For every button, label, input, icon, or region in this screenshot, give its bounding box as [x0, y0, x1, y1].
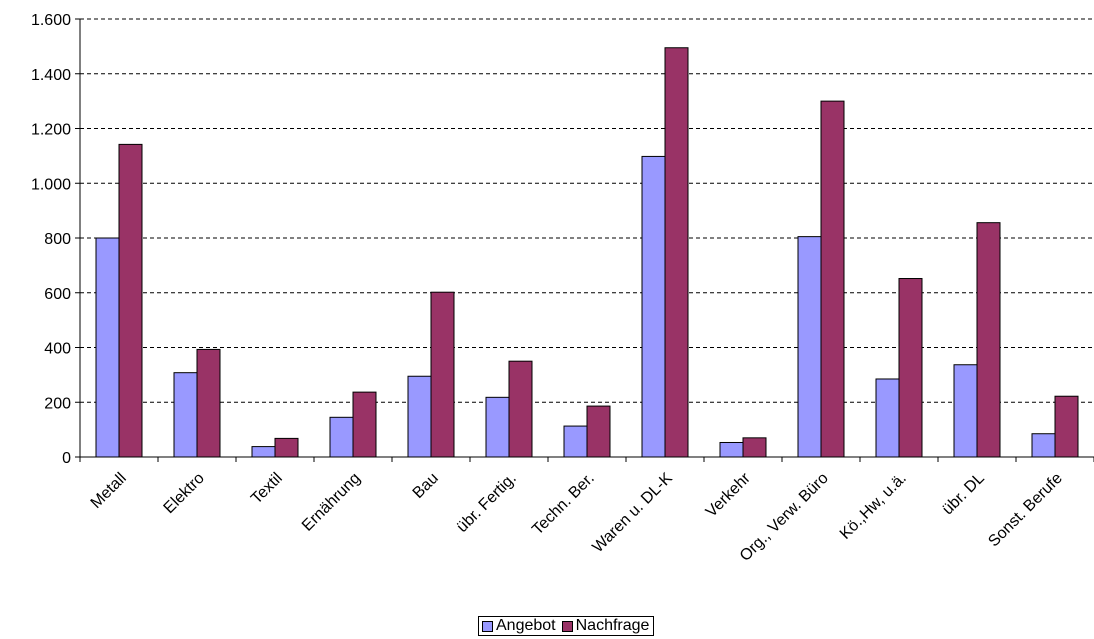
y-tick-label: 1.000	[31, 176, 71, 193]
bar-nachfrage	[742, 437, 767, 458]
bar-angebot	[173, 372, 198, 458]
y-tick-label: 1.600	[31, 12, 71, 29]
bar-nachfrage	[352, 391, 377, 458]
bar-nachfrage	[1054, 395, 1079, 458]
x-tick-label: Bau	[410, 470, 442, 502]
x-tick-label: übr. DL	[939, 470, 988, 519]
y-tick-label: 800	[44, 231, 71, 248]
bar-nachfrage	[430, 291, 455, 458]
bar-angebot	[719, 441, 744, 458]
bar-nachfrage	[118, 143, 143, 458]
x-tick-label: Waren u. DL-K	[589, 470, 676, 557]
bar-nachfrage	[274, 437, 299, 458]
y-tick-label: 1.200	[31, 122, 71, 139]
bar-angebot	[251, 446, 276, 458]
legend: Angebot Nachfrage	[478, 616, 655, 636]
bar-nachfrage	[196, 348, 221, 458]
y-tick-label: 1.400	[31, 67, 71, 84]
x-tick-label: Elektro	[161, 470, 208, 517]
bar-angebot	[953, 364, 978, 458]
y-tick-label: 600	[44, 286, 71, 303]
x-tick-label: Metall	[88, 470, 130, 512]
bar-angebot	[407, 375, 432, 458]
bar-angebot	[875, 378, 900, 458]
y-tick-labels: 0 200 400 600 800 1.000 1.200 1.400 1.600	[31, 12, 80, 467]
bar-nachfrage	[820, 100, 845, 458]
x-tick-label: Kö.,Hw, u.ä.	[837, 470, 910, 543]
bar-angebot	[641, 155, 666, 458]
legend-label-angebot: Angebot	[496, 617, 556, 634]
y-tick-label: 200	[44, 395, 71, 412]
bar-angebot	[797, 236, 822, 458]
legend-swatch-nachfrage	[561, 620, 573, 632]
bar-chart: 0 200 400 600 800 1.000 1.200 1.400 1.600 Metall…	[31, 12, 1094, 565]
x-tick-labels: Metall Elektro Textil Ernährung Bau übr. Fert…	[79, 457, 1094, 565]
legend-item-angebot: Angebot	[482, 617, 556, 635]
bar-nachfrage	[508, 360, 533, 458]
x-tick-label: Sonst. Berufe	[985, 470, 1066, 551]
x-tick-label: übr. Fertig.	[454, 470, 520, 536]
bar-angebot	[329, 416, 354, 458]
bar-angebot	[563, 425, 588, 458]
bar-nachfrage	[664, 47, 689, 458]
bar-nachfrage	[976, 222, 1001, 458]
bar-angebot	[95, 237, 120, 458]
bar-nachfrage	[586, 405, 611, 458]
x-tick-label: Textil	[248, 470, 286, 508]
bar-nachfrage	[898, 278, 923, 458]
x-tick-label: Techn. Ber.	[529, 470, 598, 539]
x-tick-label: Verkehr	[703, 469, 754, 520]
gridlines	[80, 18, 1094, 403]
y-tick-label: 0	[62, 450, 71, 467]
legend-swatch-angebot	[482, 620, 493, 632]
bar-angebot	[485, 396, 510, 458]
legend-label-nachfrage: Nachfrage	[575, 617, 650, 634]
bars	[95, 47, 1079, 458]
bar-angebot	[1031, 433, 1056, 458]
x-tick-label: Ernährung	[299, 470, 364, 535]
legend-item-nachfrage: Nachfrage	[561, 617, 650, 635]
y-tick-label: 400	[44, 341, 71, 358]
